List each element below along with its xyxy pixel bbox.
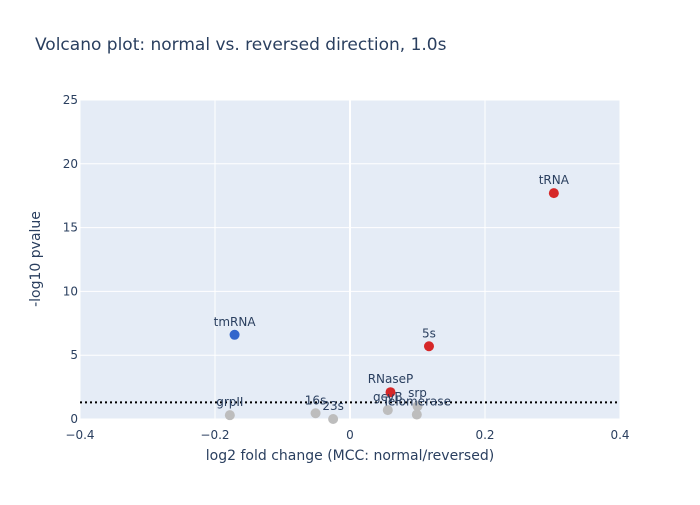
- point-label-5s: 5s: [422, 326, 436, 340]
- y-tick-label: 15: [63, 221, 78, 235]
- data-point-tmrna: [229, 329, 240, 340]
- data-point-23s: [328, 414, 339, 424]
- data-point-srp: [412, 401, 423, 412]
- x-tick-label: 0: [346, 428, 354, 442]
- x-axis-title: log2 fold change (MCC: normal/reversed): [206, 448, 494, 464]
- data-point-trna: [548, 188, 559, 199]
- chart-title: Volcano plot: normal vs. reversed direct…: [35, 35, 447, 55]
- data-point-gcvb: [382, 405, 393, 416]
- data-point-telomerase: [411, 409, 422, 420]
- x-tick-label: −0.4: [65, 428, 94, 442]
- point-label-16s: 16s: [305, 393, 327, 407]
- y-tick-label: 10: [63, 284, 78, 298]
- x-tick-label: −0.2: [200, 428, 229, 442]
- y-axis-title: -log10 pvalue: [28, 211, 44, 307]
- x-tick-label: 0.2: [475, 428, 494, 442]
- point-label-telomerase: Telomerase: [382, 395, 451, 409]
- x-tick-label: 0.4: [610, 428, 629, 442]
- data-point-5s: [423, 341, 434, 352]
- y-tick-label: 0: [70, 412, 78, 426]
- point-label-tmrna: tmRNA: [214, 315, 257, 329]
- data-point-grpii: [224, 410, 235, 421]
- data-point-rnasep: [385, 387, 396, 398]
- y-tick-label: 25: [63, 93, 78, 107]
- y-tick-label: 20: [63, 157, 78, 171]
- point-label-rnasep: RNaseP: [368, 372, 414, 386]
- point-label-grpii: grpII: [216, 395, 243, 409]
- data-point-16s: [310, 408, 321, 419]
- grid-lines: [79, 99, 621, 420]
- y-tick-label: 5: [70, 348, 78, 362]
- point-label-gcvb: gcvB: [373, 390, 403, 404]
- data-points: [224, 188, 559, 424]
- point-label-srp: srp: [408, 386, 427, 400]
- tick-labels: −0.4 −0.2 0 0.2 0.4 0 5 10 15 20 25: [63, 93, 630, 442]
- point-label-trna: tRNA: [539, 173, 570, 187]
- point-label-23s: 23s: [322, 399, 344, 413]
